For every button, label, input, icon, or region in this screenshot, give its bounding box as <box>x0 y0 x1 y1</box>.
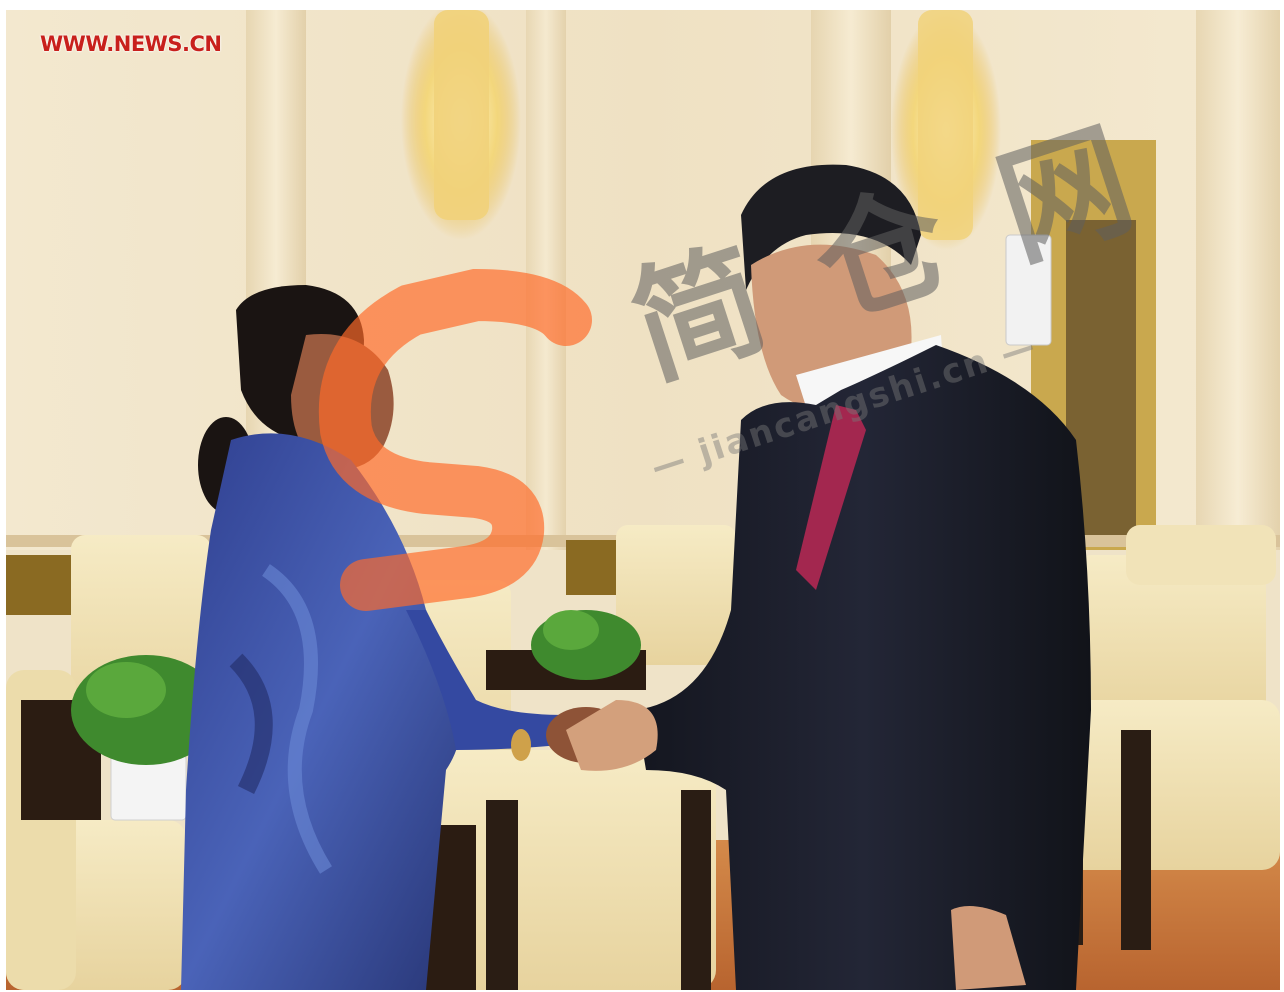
wall-lamp <box>918 10 973 240</box>
potted-plant <box>71 655 221 821</box>
potted-plant <box>531 610 641 680</box>
wall-lamp <box>434 10 489 220</box>
gold-ornament <box>566 540 616 595</box>
pillar <box>1196 10 1280 550</box>
person-right <box>566 164 1091 990</box>
armchair-back <box>616 525 736 665</box>
wall-speaker <box>1005 234 1052 346</box>
photo: WWW.NEWS.CN 简 仓 网 — jiancangshi.cn — <box>6 10 1280 990</box>
armchair-right <box>1061 525 1280 950</box>
photo-scene <box>6 10 1280 990</box>
watermark-s-logo <box>318 268 592 611</box>
gold-ornament <box>6 555 76 615</box>
source-credit: WWW.NEWS.CN <box>40 32 222 56</box>
